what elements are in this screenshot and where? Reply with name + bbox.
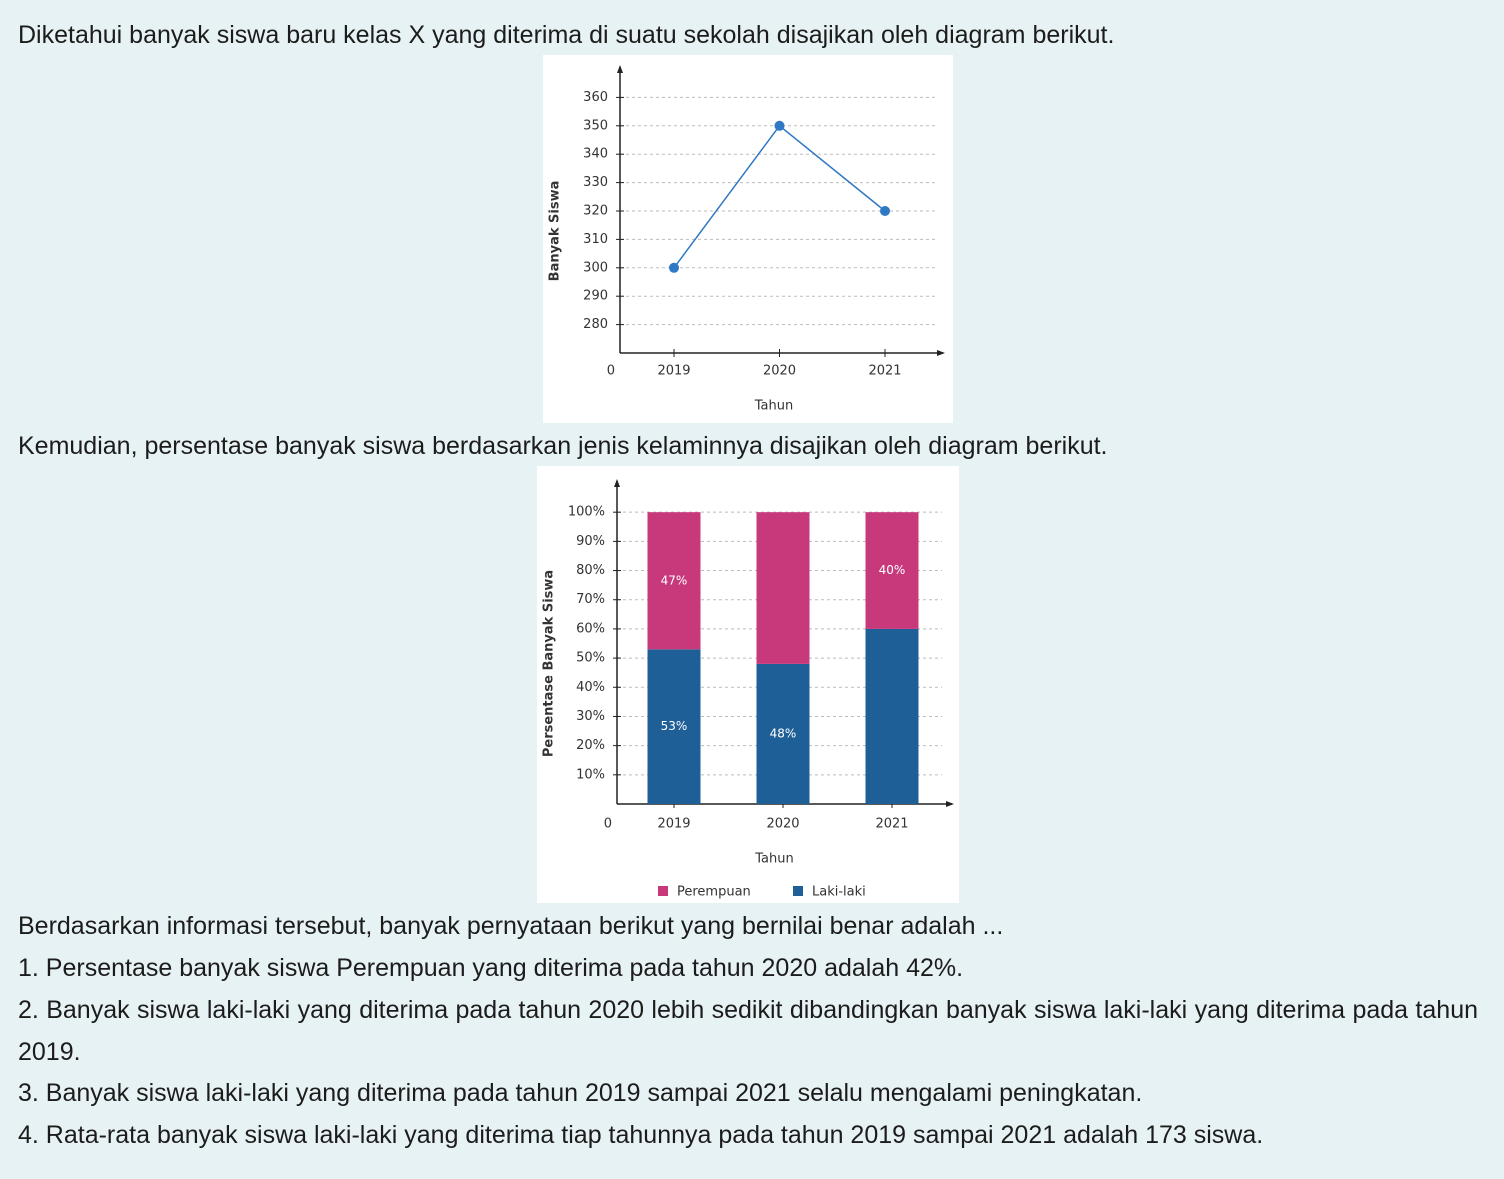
y-axis-arrow (617, 65, 623, 73)
y-tick-label: 80% (576, 563, 605, 578)
y-tick-label: 50% (576, 651, 605, 666)
x-tick-label: 2019 (657, 817, 690, 832)
y-tick-label: 90% (576, 534, 605, 549)
y-axis-arrow (614, 479, 620, 487)
y-tick-label: 70% (576, 592, 605, 607)
caption-text: Kemudian, persentase banyak siswa berdas… (18, 432, 1108, 460)
x-axis-arrow (937, 350, 945, 356)
y-tick-label: 310 (583, 232, 608, 247)
bar-segment (756, 663, 810, 804)
legend-swatch (793, 886, 803, 896)
y-axis-label: Persentase Banyak Siswa (542, 570, 557, 757)
x-tick-label: 2021 (868, 364, 901, 379)
legend-label: Perempuan (677, 885, 751, 900)
intro-text: Diketahui banyak siswa baru kelas X yang… (18, 21, 1115, 49)
statement: 4. Rata-rata banyak siswa laki-laki yang… (18, 1121, 1264, 1149)
bar-segment (865, 512, 919, 629)
y-tick-label: 320 (583, 204, 608, 219)
y-tick-label: 330 (583, 175, 608, 190)
data-label: 53% (661, 719, 688, 733)
line (673, 124, 886, 269)
x-axis-arrow (946, 801, 954, 807)
data-label: 48% (770, 726, 797, 740)
x-axis-label: Tahun (754, 852, 793, 867)
x-tick-label: 2019 (657, 364, 690, 379)
statement: 3. Banyak siswa laki-laki yang diterima … (18, 1079, 1143, 1107)
y-tick-label: 340 (583, 147, 608, 162)
legend-label: Laki-laki (812, 885, 866, 900)
y-tick-label: 360 (583, 90, 608, 105)
x-tick-label: 2020 (763, 364, 796, 379)
y-tick-label: 40% (576, 680, 605, 695)
question-text: Berdasarkan informasi tersebut, banyak p… (18, 912, 1004, 940)
x-axis-label: Tahun (754, 399, 793, 414)
origin-label: 0 (604, 817, 612, 832)
data-label: 47% (661, 573, 688, 587)
bar-segment (647, 649, 701, 804)
legend-swatch (658, 886, 668, 896)
y-tick-label: 350 (583, 118, 608, 133)
bar-segment (647, 512, 701, 650)
bar-segment (756, 512, 810, 664)
y-tick-label: 290 (583, 289, 608, 304)
statement: 1. Persentase banyak siswa Perempuan yan… (18, 954, 964, 982)
y-tick-label: 20% (576, 738, 605, 753)
y-tick-label: 30% (576, 709, 605, 724)
y-tick-label: 280 (583, 317, 608, 332)
y-tick-label: 60% (576, 621, 605, 636)
origin-label: 0 (607, 364, 615, 379)
x-tick-label: 2020 (766, 817, 799, 832)
point (880, 206, 890, 216)
y-tick-label: 100% (568, 505, 605, 520)
bar-segment (865, 628, 919, 804)
y-tick-label: 10% (576, 767, 605, 782)
stacked-bar-chart: 10% 20% 30% 40% 50% 60% 70% 80% 90% 100% 0 2019 2020… (537, 466, 959, 903)
y-axis-label: Banyak Siswa (548, 181, 563, 282)
data-label: 40% (879, 563, 906, 577)
point (669, 262, 679, 273)
point (774, 120, 785, 131)
line-chart: 280 290 300 310 320 330 340 350 360 0 2019 2020 2021… (543, 55, 953, 423)
statement: 2. Banyak siswa laki-laki yang diterima … (18, 996, 1478, 1066)
y-tick-label: 300 (583, 260, 608, 275)
x-tick-label: 2021 (875, 817, 908, 832)
